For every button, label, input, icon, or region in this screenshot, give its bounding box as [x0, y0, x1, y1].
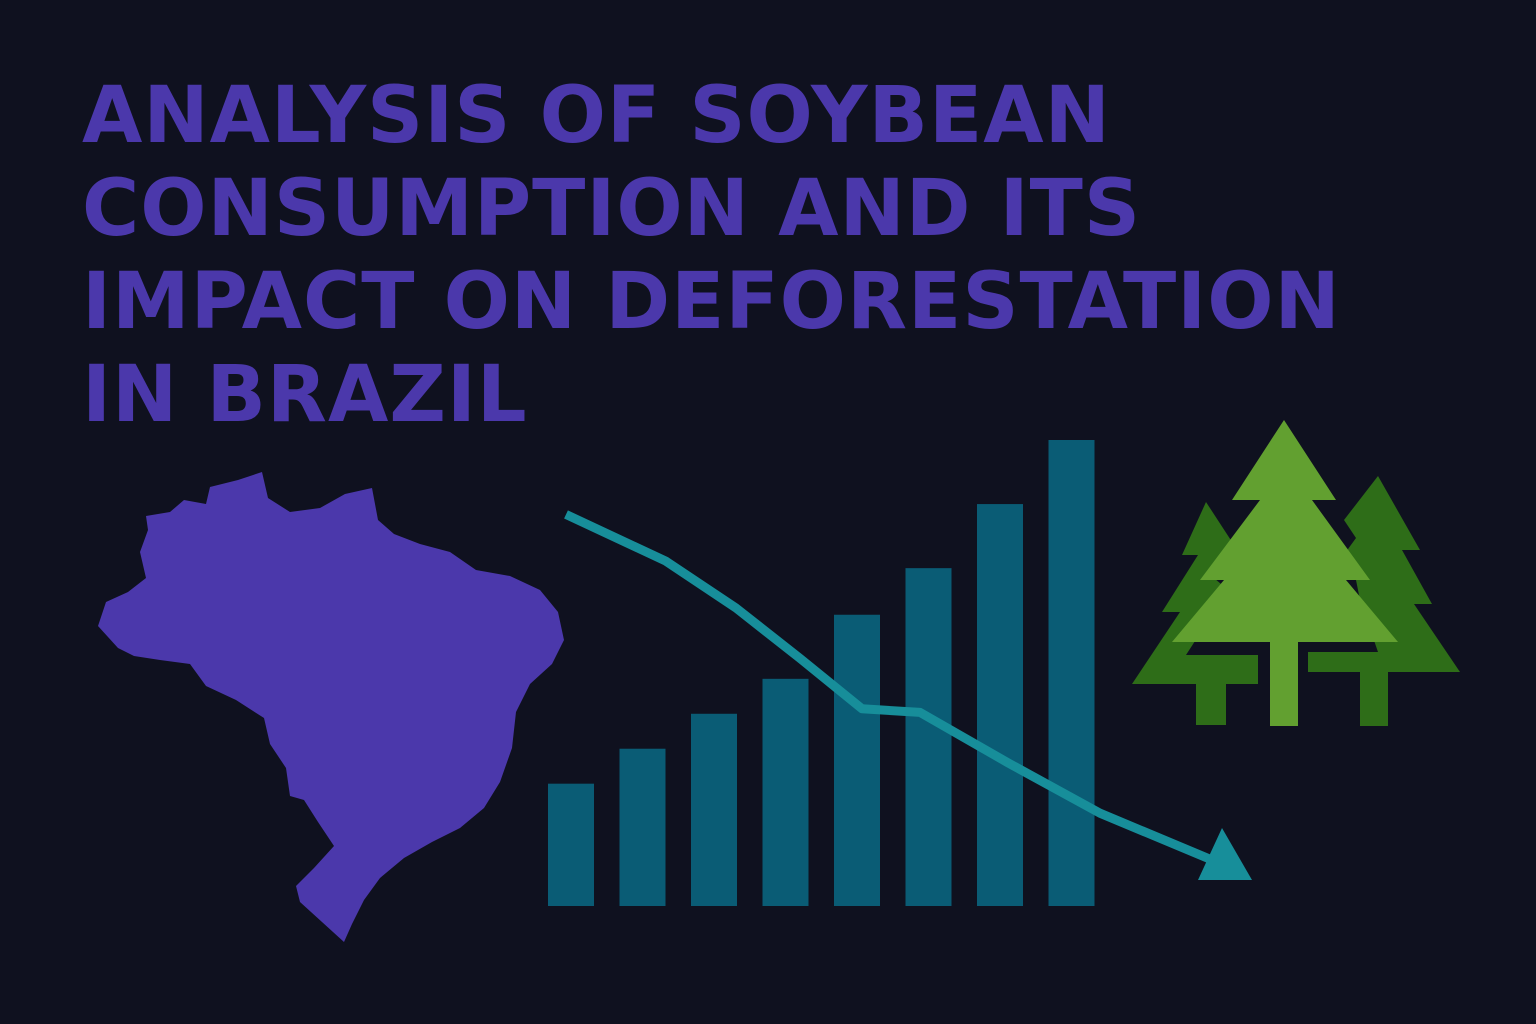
center-tree-icon — [1172, 420, 1398, 726]
bar-6 — [905, 568, 952, 906]
brazil-map-icon — [98, 472, 564, 942]
title-line-2: CONSUMPTION AND ITS — [82, 164, 1142, 254]
bar-3 — [691, 713, 737, 906]
bar-8 — [1048, 440, 1095, 906]
bar-4 — [762, 678, 809, 906]
page-title: ANALYSIS OF SOYBEAN CONSUMPTION AND ITS … — [82, 70, 1482, 442]
bar-5 — [834, 614, 880, 906]
trend-line — [564, 510, 1214, 865]
bar-7 — [977, 504, 1023, 906]
right-tree-icon — [1308, 476, 1460, 726]
bar-1 — [548, 783, 594, 906]
bar-group — [548, 440, 1095, 906]
down-trend-arrow-icon — [1198, 828, 1252, 880]
title-line-3: IMPACT ON DEFORESTATION — [82, 257, 1341, 347]
title-line-4: IN BRAZIL — [82, 350, 528, 440]
title-line-1: ANALYSIS OF SOYBEAN — [82, 71, 1111, 161]
pine-trees-icon — [1132, 420, 1460, 726]
bar-2 — [619, 748, 666, 906]
